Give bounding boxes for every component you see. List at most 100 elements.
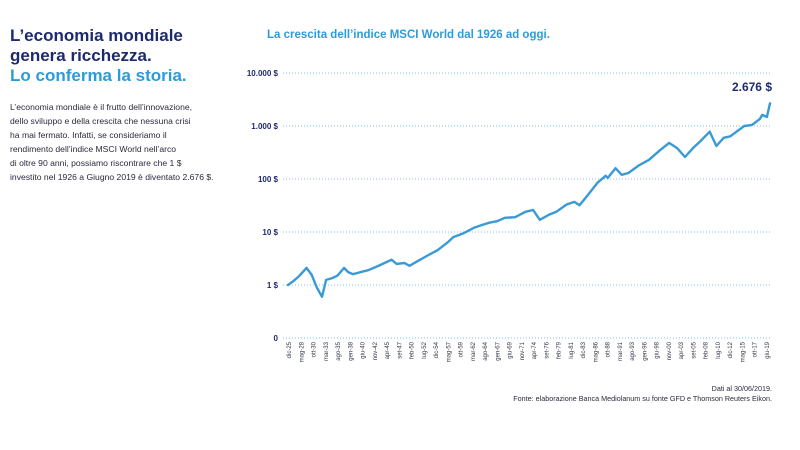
chart-footnote: Dati al 30/06/2019. Fonte: elaborazione … [513,384,772,403]
data-point [627,172,630,174]
x-tick-label: mag-86 [593,341,599,362]
x-tick-label: gen-96 [642,341,648,360]
headline-line-1: L’economia mondiale [10,26,183,45]
data-point [287,284,289,286]
x-tick-label: giu-98 [655,341,661,358]
data-point [691,147,694,150]
data-point [573,201,576,203]
data-point [496,220,498,223]
data-point [310,274,313,276]
data-point [658,149,661,152]
x-tick-label: mag-28 [299,341,305,362]
x-tick-label: set-47 [397,341,403,358]
data-point [462,232,465,235]
data-point [668,142,670,144]
data-point [614,167,617,170]
x-tick-label: lug-52 [422,341,428,358]
x-tick-label: apr-74 [532,341,538,359]
data-point [715,145,718,147]
data-point [524,210,527,213]
x-tick-label: ott-88 [606,341,612,357]
x-tick-label: lug-10 [716,341,722,358]
data-point [555,210,558,213]
data-point [336,274,339,277]
data-point [699,140,702,143]
headline-line-3: Lo conferma la storia. [10,66,187,85]
y-tick-label: 1 $ [267,281,279,290]
data-point [676,147,679,150]
data-point [403,262,406,264]
data-point [343,267,345,269]
x-tick-label: nov-42 [373,341,379,360]
intro-line: di oltre 90 anni, possiamo riscontrare c… [10,158,182,168]
x-tick-label: gen-38 [348,341,354,360]
data-point [604,174,607,177]
x-tick-label: giu-40 [361,341,367,358]
data-point [292,279,295,282]
x-tick-label: mag-57 [446,341,452,362]
data-point [385,261,388,263]
data-point [452,236,455,239]
source-note: Fonte: elaborazione Banca Mediolanum su … [513,393,772,403]
data-point [305,267,308,269]
data-point [395,263,398,265]
data-point [488,221,491,224]
y-tick-label: 1.000 $ [251,122,278,131]
x-tick-label: ott-59 [459,341,465,357]
y-tick-label: 10.000 $ [247,69,279,78]
data-point [437,249,439,251]
x-tick-label: set-05 [691,341,697,358]
x-tick-label: nov-71 [520,341,526,360]
end-value-label: 2.676 $ [732,80,772,94]
data-point [684,156,686,158]
data-point [648,158,650,161]
data-point [578,204,581,207]
data-point [325,279,327,281]
x-tick-label: apr-03 [679,341,685,359]
x-tick-label: ago-93 [630,341,636,360]
data-point [596,181,599,184]
x-tick-label: mar-91 [618,341,624,361]
data-point [606,177,609,179]
data-point [331,277,334,279]
data-point [352,273,354,276]
x-tick-label: ago-64 [483,341,489,360]
data-point [359,271,362,273]
data-point [514,216,516,219]
x-tick-label: apr-45 [385,341,391,359]
data-point [367,269,370,272]
data-point [547,214,550,216]
intro-line: L’economia mondiale è il frutto dell’inn… [10,102,193,112]
data-point [766,116,768,118]
x-tick-label: dic-83 [581,341,587,358]
data-point [620,173,623,176]
headline-line-2: genera ricchezza. [10,46,152,65]
data-point [408,264,411,267]
x-tick-label: feb-79 [557,341,563,359]
x-tick-label: mar-33 [324,341,330,361]
data-point [769,102,771,105]
data-point [722,136,725,139]
x-tick-label: ago-35 [336,341,342,360]
data-point [375,266,377,268]
intro-line: dello sviluppo e della crescita che ness… [10,116,191,126]
x-tick-label: feb-50 [410,341,416,359]
intro-line: ha mai fermato. Infatti, se consideriamo… [10,130,167,140]
data-point [637,164,640,167]
x-tick-label: gen-67 [495,341,501,360]
data-point [473,226,475,229]
data-point [586,195,589,197]
intro-line: investito nel 1926 a Giugno 2019 è diven… [10,172,214,182]
x-tick-label: mar-62 [471,341,477,361]
x-tick-label: ott-30 [312,341,318,357]
intro-panel: L’economia mondiale genera ricchezza. Lo… [10,26,240,184]
data-point [503,216,506,219]
data-point [761,114,764,116]
x-tick-label: nov-00 [667,341,673,360]
data-point [743,125,746,127]
x-tick-label: giu-69 [508,341,514,358]
x-tick-label: giu-19 [765,341,771,358]
y-tick-label: 100 $ [258,175,279,184]
data-point [390,258,393,261]
